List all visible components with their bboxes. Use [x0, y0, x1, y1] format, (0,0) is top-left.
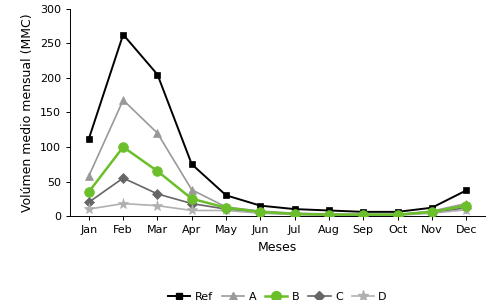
D	[120, 202, 126, 206]
D	[394, 214, 400, 217]
C	[394, 213, 400, 216]
B	[223, 206, 229, 209]
D	[326, 214, 332, 217]
Line: Ref: Ref	[86, 31, 469, 215]
C	[120, 176, 126, 180]
A	[394, 213, 400, 216]
B	[429, 210, 435, 214]
Ref	[120, 33, 126, 36]
B	[394, 213, 400, 216]
C	[326, 213, 332, 216]
C	[429, 211, 435, 214]
Ref	[394, 210, 400, 214]
Line: A: A	[84, 96, 470, 219]
D	[463, 208, 469, 211]
B	[326, 213, 332, 216]
A	[360, 213, 366, 216]
Ref	[326, 209, 332, 212]
A	[154, 131, 160, 135]
B	[258, 210, 264, 214]
B	[189, 197, 195, 200]
D	[292, 213, 298, 216]
D	[223, 209, 229, 212]
A	[223, 205, 229, 209]
C	[258, 211, 264, 214]
Line: C: C	[86, 175, 469, 218]
A	[463, 202, 469, 206]
A	[326, 212, 332, 216]
C	[189, 202, 195, 206]
X-axis label: Meses: Meses	[258, 241, 297, 254]
B	[292, 212, 298, 216]
C	[463, 206, 469, 209]
Line: B: B	[84, 142, 471, 220]
Ref	[154, 73, 160, 76]
C	[360, 213, 366, 216]
D	[86, 207, 92, 211]
Ref	[429, 206, 435, 209]
A	[120, 98, 126, 102]
D	[429, 212, 435, 215]
C	[154, 192, 160, 196]
Y-axis label: Volúmen medio mensual (MMC): Volúmen medio mensual (MMC)	[22, 13, 35, 212]
Ref	[223, 194, 229, 197]
D	[360, 214, 366, 217]
A	[258, 209, 264, 213]
B	[120, 145, 126, 149]
D	[189, 209, 195, 212]
Line: D: D	[84, 198, 471, 221]
B	[463, 204, 469, 207]
Ref	[360, 210, 366, 214]
Ref	[463, 189, 469, 192]
Ref	[86, 137, 92, 140]
C	[292, 212, 298, 216]
B	[154, 169, 160, 173]
Ref	[292, 207, 298, 211]
C	[86, 200, 92, 204]
D	[258, 212, 264, 215]
A	[189, 188, 195, 192]
Legend: Ref, A, B, C, D: Ref, A, B, C, D	[164, 288, 391, 300]
B	[86, 190, 92, 194]
Ref	[189, 162, 195, 166]
D	[154, 204, 160, 207]
Ref	[258, 204, 264, 207]
A	[292, 212, 298, 215]
B	[360, 213, 366, 216]
A	[429, 209, 435, 213]
A	[86, 174, 92, 178]
C	[223, 207, 229, 211]
